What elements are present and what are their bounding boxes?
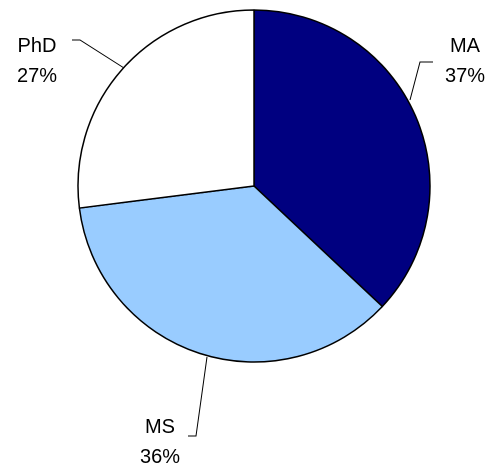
pie-slice-ms — [78, 185, 384, 363]
slice-label-ms: MS — [145, 416, 175, 438]
leader-lines — [72, 39, 433, 437]
pie-slice-ma — [253, 9, 431, 308]
slice-percent-ms: 36% — [140, 446, 180, 468]
pie-slice-phd — [77, 9, 255, 209]
pie-slices — [77, 9, 431, 363]
leader-line-phd — [72, 39, 125, 69]
slice-labels: MA 37% MS 36% PhD 27% — [17, 35, 485, 468]
leader-line-ms — [188, 356, 208, 437]
slice-label-ma: MA — [450, 35, 481, 57]
slice-percent-ma: 37% — [445, 65, 485, 87]
slice-percent-phd: 27% — [17, 65, 57, 87]
slice-label-phd: PhD — [18, 35, 57, 57]
leader-line-ma — [409, 61, 433, 101]
